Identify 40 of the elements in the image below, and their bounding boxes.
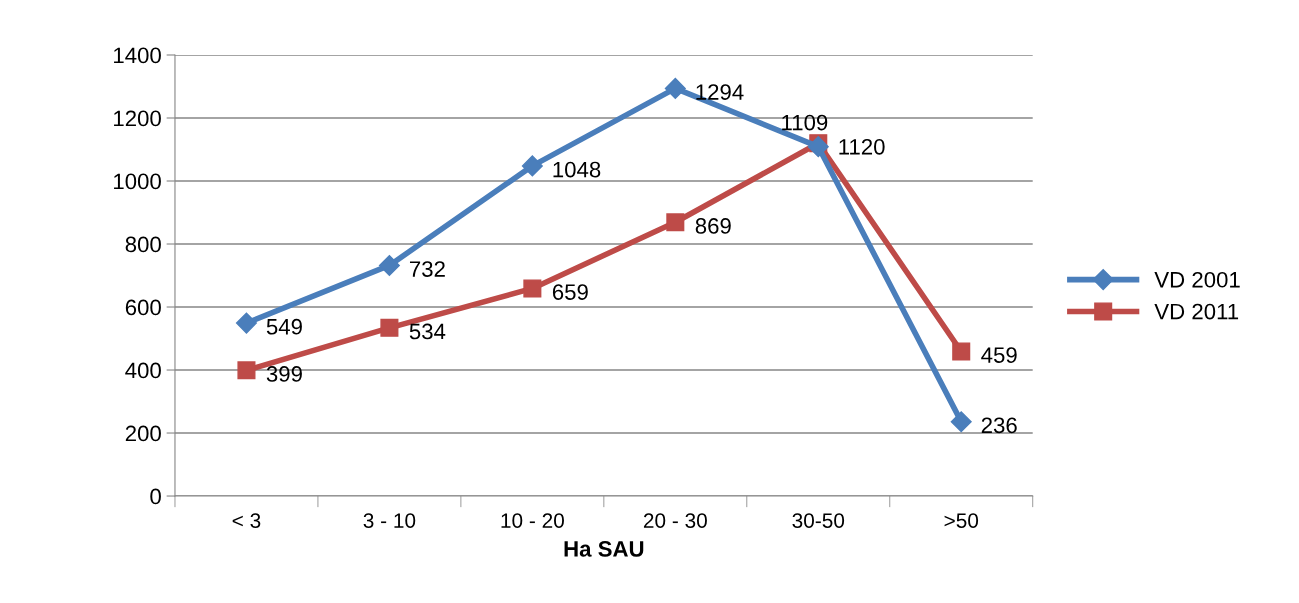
legend-label: VD 2001 <box>1154 271 1240 288</box>
x-tick-label: 20 - 30 <box>643 513 707 528</box>
data-label: 659 <box>552 284 588 300</box>
x-tick-label: 10 - 20 <box>501 513 564 528</box>
point <box>235 312 257 334</box>
y-tick-label: 800 <box>125 236 161 253</box>
x-tick-label: >50 <box>944 513 979 528</box>
point <box>666 213 685 232</box>
data-label: 1294 <box>696 84 744 100</box>
y-tick-label: 200 <box>125 425 161 442</box>
point <box>952 342 971 361</box>
point <box>807 136 829 158</box>
data-label: 399 <box>266 366 302 382</box>
data-label: 236 <box>981 417 1017 434</box>
y-tick-label: 1200 <box>114 110 161 127</box>
data-label: 732 <box>409 261 445 277</box>
data-label: 459 <box>981 347 1017 363</box>
point <box>950 411 972 433</box>
y-tick-label: 1400 <box>114 47 161 64</box>
y-tick-label: 1000 <box>114 173 161 190</box>
point <box>237 361 256 380</box>
y-tick-label: 0 <box>150 488 161 505</box>
data-label: 1109 <box>782 114 828 131</box>
point <box>380 318 399 337</box>
y-tick-label: 400 <box>125 362 161 379</box>
point <box>523 279 542 298</box>
x-tick-label: < 3 <box>232 513 261 528</box>
point <box>664 77 686 99</box>
data-label: 1120 <box>839 138 885 155</box>
data-label: 869 <box>695 218 731 234</box>
point <box>378 254 400 276</box>
x-axis-title: Ha SAU <box>564 541 644 557</box>
data-label: 1048 <box>553 161 601 178</box>
x-tick-label: 3 - 10 <box>363 513 416 528</box>
point <box>521 155 543 177</box>
data-label: 549 <box>266 318 302 335</box>
y-tick-label: 600 <box>125 299 161 316</box>
data-label: 534 <box>409 323 446 340</box>
legend-label: VD 2011 <box>1154 303 1239 320</box>
x-tick-label: 30-50 <box>792 513 845 528</box>
